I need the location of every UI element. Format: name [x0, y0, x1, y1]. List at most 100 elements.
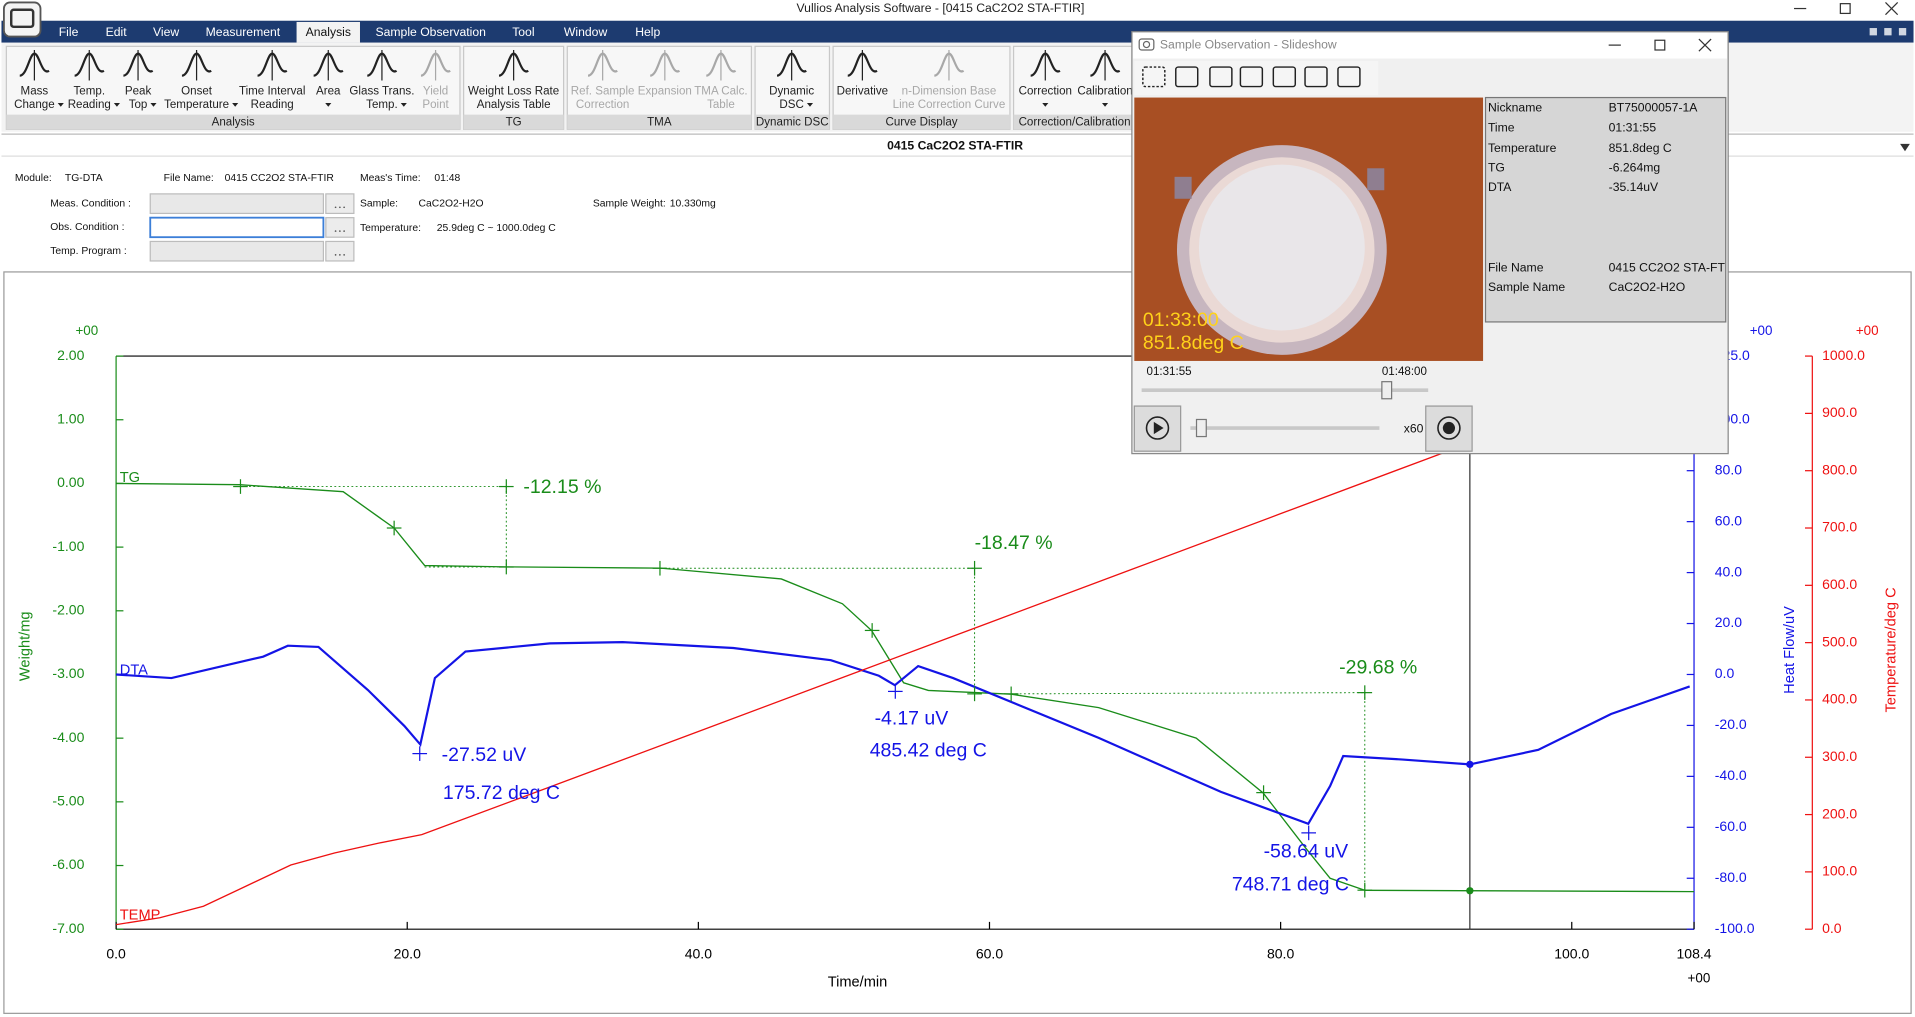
ribbon-button: TMA Calc.Table [694, 49, 748, 111]
menu-item[interactable]: Measurement [206, 25, 281, 39]
dropdown-arrow [325, 103, 332, 107]
dropdown-arrow [57, 103, 64, 107]
y3-tick-label: 600.0 [1822, 576, 1857, 592]
condition-label: Temp. Program : [50, 246, 127, 257]
menu-item[interactable]: View [153, 25, 179, 39]
menu-item[interactable]: Help [635, 25, 660, 39]
range-end: 01:48:00 [1382, 366, 1427, 378]
dropdown-arrow [1042, 103, 1049, 107]
document-title: 0415 CaC2O2 STA-FTIR [887, 139, 1023, 153]
toolbar-button[interactable] [1142, 66, 1166, 88]
camera-lens [1142, 40, 1151, 49]
menu-icon [1869, 28, 1877, 36]
series-line [115, 358, 1695, 926]
ribbon-button[interactable]: Correction [1019, 49, 1072, 107]
field-value: TG-DTA [65, 173, 103, 184]
y-tick-label: -7.00 [52, 920, 84, 936]
toolbar-button[interactable] [1272, 66, 1297, 88]
button-label: DSC [779, 99, 803, 111]
toolbar-button[interactable] [1239, 66, 1264, 88]
button-label: Point [422, 99, 449, 111]
app-logo[interactable] [2, 1, 42, 38]
icon [1698, 38, 1712, 52]
button-label: Dynamic [769, 86, 814, 98]
y-tick-label: -3.00 [52, 665, 84, 681]
window-title: Vullios Analysis Software - [0415 CaC2O2… [796, 1, 1084, 15]
condition-label: Obs. Condition : [50, 222, 124, 233]
browse-dot [334, 230, 337, 232]
dropdown-arrow [1102, 103, 1109, 107]
menu-item[interactable]: Analysis [306, 25, 351, 39]
toolbar-icon [1142, 66, 1166, 88]
menu-item[interactable]: Tool [512, 25, 534, 39]
field-label: Module: [15, 173, 52, 184]
button-label: Time Interval [239, 86, 305, 98]
browse-box [325, 217, 355, 238]
range-start: 01:31:55 [1147, 366, 1192, 378]
browse-button[interactable] [325, 193, 355, 215]
maximize-button[interactable] [1654, 39, 1666, 51]
record-button[interactable] [1425, 405, 1473, 452]
close-button[interactable] [1885, 2, 1899, 16]
ribbon-group-label-band [567, 114, 752, 130]
x-tick-label: 100.0 [1554, 946, 1589, 962]
axis-exponent: +00 [1688, 971, 1711, 986]
info-key: Sample Name [1488, 280, 1565, 294]
field-label: Sample: [360, 198, 398, 209]
info-key: TG [1488, 160, 1505, 174]
toolbar-button[interactable] [1337, 66, 1361, 88]
ribbon-button[interactable]: Temp.Reading [68, 49, 120, 111]
ribbon-button: Expansion [638, 49, 692, 98]
ribbon-button[interactable]: Area [313, 49, 344, 107]
button-label: Weight Loss Rate [468, 86, 559, 98]
browse-button[interactable] [325, 240, 355, 262]
button-label: Reading [68, 99, 111, 111]
icon [1885, 2, 1899, 16]
browse-button[interactable] [325, 217, 355, 238]
toolbar-icon [1304, 66, 1328, 88]
button-label: Peak [125, 86, 152, 98]
field-value: 10.330mg [670, 198, 716, 209]
close-button[interactable] [1698, 38, 1712, 52]
restore-button[interactable] [1839, 3, 1851, 15]
toolbar-button[interactable] [1209, 66, 1233, 88]
x-axis-title: Time/min [828, 975, 888, 991]
series-line [116, 641, 1691, 826]
y-tick-label: -4.00 [52, 729, 84, 745]
button-label: Calibration [1077, 86, 1132, 98]
menu-item[interactable]: Edit [106, 25, 128, 39]
button-label: Top [129, 99, 148, 111]
menu-item[interactable]: Sample Observation [375, 25, 485, 39]
menu-item[interactable]: File [59, 25, 79, 39]
y-tick-label: -2.00 [52, 601, 84, 617]
info-value: 851.8deg C [1609, 141, 1672, 155]
play-button[interactable] [1133, 405, 1182, 452]
time-slider-thumb[interactable] [1381, 381, 1393, 400]
button-label: Area [316, 86, 341, 98]
ribbon-button[interactable]: Calibration [1077, 49, 1133, 107]
y2-tick-label: -20.0 [1715, 716, 1747, 732]
ribbon-button[interactable]: Derivative [837, 49, 888, 98]
annotation: -58.64 uV [1264, 841, 1349, 863]
condition-input[interactable] [149, 240, 325, 262]
condition-input[interactable] [149, 193, 325, 215]
axis-title: Heat Flow/uV [1782, 606, 1798, 694]
menu-item[interactable]: Window [564, 25, 608, 39]
speed-slider-thumb[interactable] [1195, 418, 1207, 438]
toolbar-icon [1337, 66, 1361, 88]
x-tick-label: 108.4 [1676, 946, 1711, 962]
toolbar-button[interactable] [1304, 66, 1328, 88]
annotation: -18.47 % [975, 532, 1053, 554]
y3-tick-label: 200.0 [1822, 805, 1857, 821]
ribbon-button[interactable]: Glass Trans.Temp. [349, 49, 414, 111]
condition-input[interactable] [149, 216, 325, 239]
toolbar-button[interactable] [1175, 66, 1199, 88]
image-overlay-text: 01:33:00 [1143, 309, 1219, 331]
button-label: Glass Trans. [349, 86, 414, 98]
